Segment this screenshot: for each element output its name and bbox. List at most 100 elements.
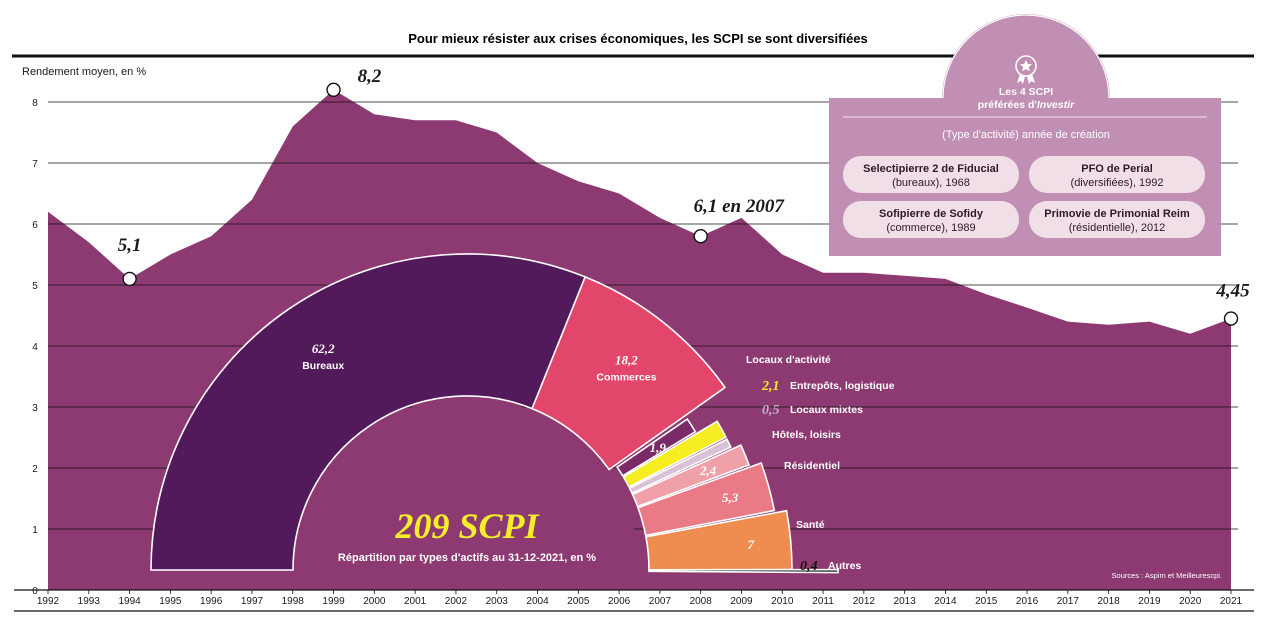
favorites-heading-line1: Les 4 SCPI bbox=[999, 86, 1053, 98]
favorite-card: Sofipierre de Sofidy (commerce), 1989 bbox=[843, 201, 1019, 238]
slice-value: 18,2 bbox=[615, 352, 638, 367]
x-tick-label: 2002 bbox=[445, 596, 468, 607]
x-tick-label: 2014 bbox=[934, 596, 957, 607]
annotation-marker bbox=[1223, 311, 1239, 326]
y-tick-label: 4 bbox=[32, 342, 38, 353]
annotation-marker bbox=[693, 228, 708, 244]
x-tick-label: 2004 bbox=[526, 596, 549, 607]
annotation-label: 5,1 bbox=[118, 235, 142, 256]
slice-callout-label: Autres bbox=[828, 560, 861, 572]
slice-callout: Hôtels, loisirs bbox=[772, 429, 841, 441]
favorites-cards: Selectipierre 2 de Fiducial (bureaux), 19… bbox=[843, 156, 1205, 238]
slice-locaux-mixtes bbox=[628, 438, 732, 495]
x-tick-label: 2007 bbox=[649, 596, 672, 607]
annotations: 5,1 8,2 6,1 en 2007 4,45 bbox=[118, 66, 1250, 326]
favorite-card-info: (résidentielle), 2012 bbox=[1069, 222, 1166, 234]
y-tick-label: 3 bbox=[32, 403, 38, 414]
favorite-card-name: Sofipierre de Sofidy bbox=[879, 208, 984, 220]
breakdown-title: 209 SCPI bbox=[394, 506, 540, 546]
x-tick-label: 2013 bbox=[894, 596, 917, 607]
x-tick-label: 1994 bbox=[118, 596, 141, 607]
chart-title: Pour mieux résister aux crises économiqu… bbox=[408, 31, 868, 46]
favorite-card-bg bbox=[843, 201, 1019, 238]
x-tick-label: 2005 bbox=[567, 596, 590, 607]
x-tick-label: 1996 bbox=[200, 596, 223, 607]
slice-r-sidentiel bbox=[637, 462, 776, 537]
slice-value: 2,4 bbox=[699, 463, 717, 478]
slice-value: 5,3 bbox=[722, 490, 739, 505]
slice-h-tels-loisirs bbox=[631, 444, 751, 508]
slice-label: Bureaux bbox=[302, 360, 344, 372]
slice-callout: Santé bbox=[796, 519, 825, 531]
slice-commerces bbox=[531, 275, 727, 471]
breakdown-subtitle: Répartition par types d'actifs au 31-12-… bbox=[338, 552, 596, 564]
annotation-label: 6,1 en 2007 bbox=[694, 196, 786, 217]
slice-callout-value: 2,1 bbox=[761, 379, 780, 394]
x-tick-label: 2020 bbox=[1179, 596, 1202, 607]
slice-callout: 2,1 Entrepôts, logistique bbox=[761, 379, 895, 394]
y-tick-label: 5 bbox=[32, 281, 38, 292]
slice-callout: Résidentiel bbox=[784, 460, 840, 472]
x-tick-label: 2017 bbox=[1057, 596, 1080, 607]
favorites-heading-line2: préférées d'Investir bbox=[978, 99, 1075, 111]
favorites-subheading: (Type d'activité) année de création bbox=[942, 129, 1110, 141]
asset-breakdown-chart: 62,2 Bureaux 18,2 Commerces 1,9 2,4 5,3 7 Locaux… bbox=[150, 253, 895, 574]
y-tick-label: 8 bbox=[32, 98, 38, 109]
x-tick-label: 1997 bbox=[241, 596, 264, 607]
slice-locaux-d-activit- bbox=[616, 417, 697, 477]
slice-callout-value: 0,4 bbox=[800, 559, 818, 574]
x-tick-label: 2016 bbox=[1016, 596, 1039, 607]
x-tick-label: 1993 bbox=[78, 596, 101, 607]
annotation-marker bbox=[122, 271, 137, 287]
y-tick-label: 0 bbox=[32, 586, 38, 597]
favorite-card-info: (bureaux), 1968 bbox=[892, 177, 970, 189]
favorite-card-bg bbox=[1029, 201, 1205, 238]
slice-value: 7 bbox=[748, 537, 755, 552]
favorite-card-bg bbox=[1029, 156, 1205, 193]
x-tick-label: 2019 bbox=[1138, 596, 1161, 607]
x-axis: 1992 1993 1994 1995 1996 1997 1998 1999 2000 2001… bbox=[14, 590, 1254, 612]
y-axis: 0 1 2 3 4 5 6 7 8 bbox=[32, 98, 38, 597]
award-ribbon-icon bbox=[1015, 55, 1037, 84]
favorites-box: Les 4 SCPI préférées d'Investir (Type d'… bbox=[829, 14, 1221, 256]
slice-value: 62,2 bbox=[312, 341, 335, 356]
slice-callout-label: Entrepôts, logistique bbox=[790, 380, 895, 392]
x-tick-label: 2018 bbox=[1097, 596, 1120, 607]
favorites-heading-brand: Investir bbox=[1037, 99, 1075, 111]
favorite-card: PFO de Perial (diversifiées), 1992 bbox=[1029, 156, 1205, 193]
slice-entrep-ts-logistique bbox=[622, 420, 727, 489]
x-tick-label: 1992 bbox=[37, 596, 60, 607]
slice-callout-label: Santé bbox=[796, 519, 825, 531]
center-disc bbox=[295, 398, 639, 570]
favorite-card-info: (diversifiées), 1992 bbox=[1071, 177, 1164, 189]
x-tick-label: 1999 bbox=[322, 596, 345, 607]
x-tick-label: 2021 bbox=[1220, 596, 1243, 607]
favorite-card: Selectipierre 2 de Fiducial (bureaux), 19… bbox=[843, 156, 1019, 193]
y-tick-label: 1 bbox=[32, 525, 38, 536]
favorite-card-info: (commerce), 1989 bbox=[886, 222, 975, 234]
slice-callout-label: Locaux mixtes bbox=[790, 404, 863, 416]
x-tick-label: 2011 bbox=[812, 596, 834, 607]
slice-callout-value: 0,5 bbox=[762, 403, 780, 418]
y-tick-label: 2 bbox=[32, 464, 38, 475]
slice-callout: 0,5 Locaux mixtes bbox=[762, 403, 863, 418]
favorite-card-name: Primovie de Primonial Reim bbox=[1044, 208, 1190, 220]
annotation-marker bbox=[326, 82, 341, 98]
slice-callout: Locaux d'activité bbox=[746, 354, 831, 366]
slice-callout-label: Hôtels, loisirs bbox=[772, 429, 841, 441]
x-tick-label: 2001 bbox=[404, 596, 427, 607]
favorite-card-name: PFO de Perial bbox=[1081, 163, 1153, 175]
favorite-card-bg bbox=[843, 156, 1019, 193]
x-tick-label: 2003 bbox=[486, 596, 509, 607]
x-tick-label: 1995 bbox=[159, 596, 182, 607]
slice-callout-label: Résidentiel bbox=[784, 460, 840, 472]
annotation-label: 8,2 bbox=[358, 66, 382, 87]
y-tick-label: 7 bbox=[32, 159, 38, 170]
favorite-card: Primovie de Primonial Reim (résidentielle… bbox=[1029, 201, 1205, 238]
x-tick-label: 2012 bbox=[853, 596, 876, 607]
favorites-badge-outline bbox=[942, 14, 1110, 99]
x-tick-label: 2006 bbox=[608, 596, 631, 607]
x-tick-label: 2009 bbox=[730, 596, 753, 607]
x-tick-label: 2010 bbox=[771, 596, 794, 607]
